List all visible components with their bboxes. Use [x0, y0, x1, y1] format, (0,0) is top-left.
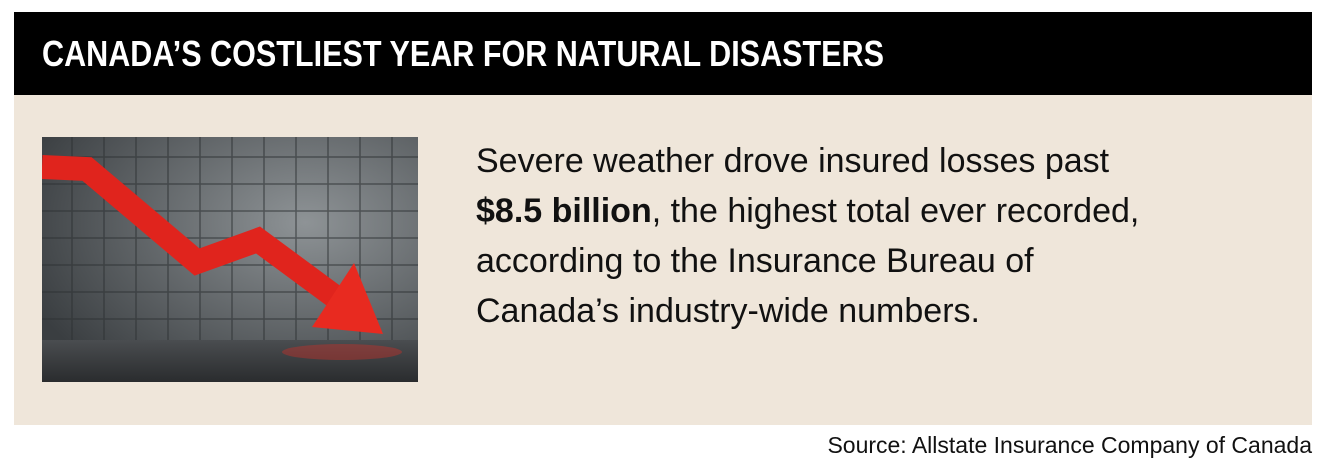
title: CANADA’S COSTLIEST YEAR FOR NATURAL DISA… [42, 33, 884, 74]
text: Severe weather drove insured losses past [476, 142, 1110, 180]
emphasis: $8.5 billion [476, 192, 652, 230]
body-text: Severe weather drove insured losses past… [476, 136, 1176, 336]
source: Source: Allstate Insurance Company of Ca… [827, 432, 1312, 458]
text: , the highest total ever recorded, accor… [476, 192, 1140, 330]
illustration [42, 137, 418, 382]
header-bar: CANADA’S COSTLIEST YEAR FOR NATURAL DISA… [14, 12, 1312, 95]
header-svg: CANADA’S COSTLIEST YEAR FOR NATURAL DISA… [42, 33, 884, 74]
